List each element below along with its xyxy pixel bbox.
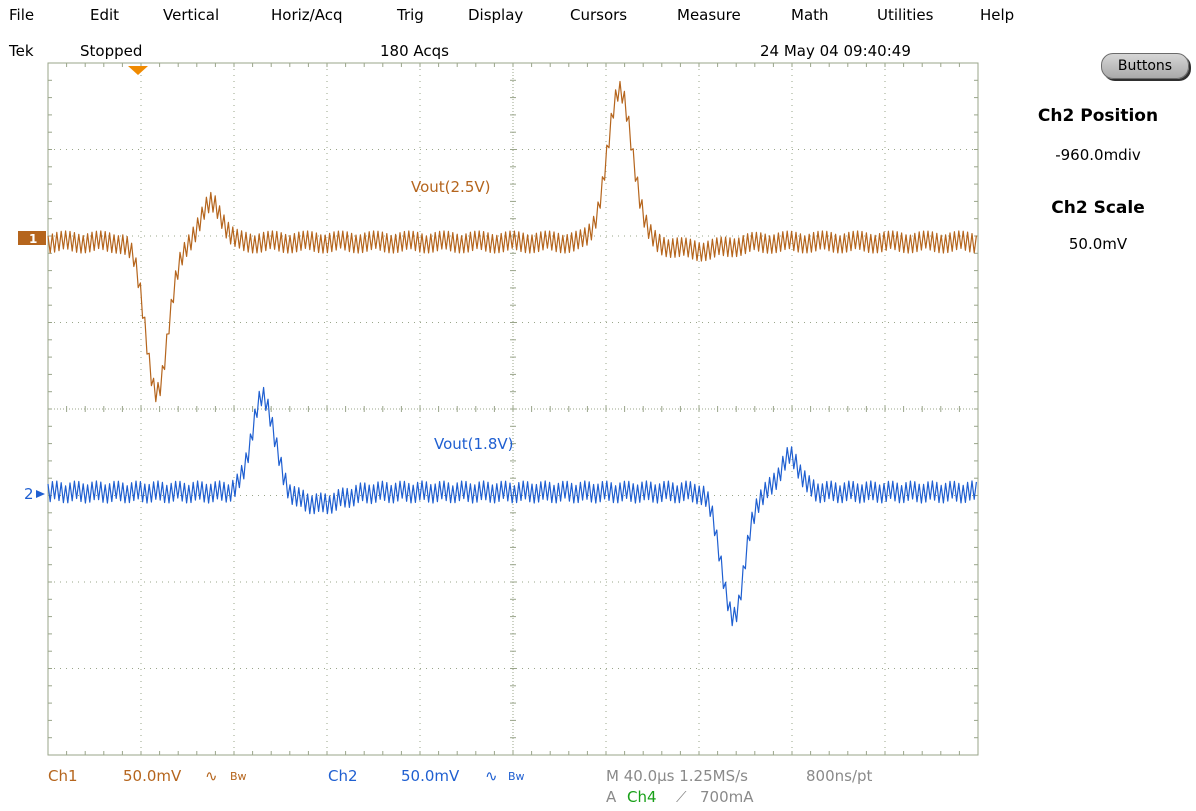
ch1-waveform [47, 80, 977, 403]
ch2-coupling-icon: ∿ [485, 767, 498, 785]
brand-label: Tek [9, 42, 34, 60]
ch2-bandwidth-limit: Bw [508, 770, 525, 783]
menu-horiz-acq[interactable]: Horiz/Acq [271, 6, 343, 24]
ch1-coupling-icon: ∿ [205, 767, 218, 785]
ch2-marker-label: 2 [24, 485, 34, 503]
ch1-scale-readout[interactable]: 50.0mV [123, 767, 182, 785]
menu-utilities[interactable]: Utilities [877, 6, 934, 24]
graticule [47, 62, 979, 756]
ch2-position-value[interactable]: -960.0mdiv [1055, 146, 1141, 164]
horizontal-readout[interactable]: M 40.0µs 1.25MS/s [606, 767, 748, 785]
trigger-level[interactable]: 700mA [700, 788, 754, 806]
ch2-scale-value[interactable]: 50.0mV [1068, 235, 1128, 253]
trigger-prefix: A [606, 788, 617, 806]
ch1-readout-name[interactable]: Ch1 [48, 767, 78, 785]
ch1-ground-marker[interactable]: 1 [18, 231, 46, 246]
menu-measure[interactable]: Measure [677, 6, 741, 24]
ch2-scale-readout[interactable]: 50.0mV [401, 767, 460, 785]
ch1-bandwidth-limit: Bw [230, 770, 247, 783]
menu-bar: File Edit Vertical Horiz/Acq Trig Displa… [0, 0, 1196, 30]
menu-help[interactable]: Help [980, 6, 1015, 24]
ch2-scale-title: Ch2 Scale [1051, 198, 1145, 218]
buttons-toggle[interactable]: Buttons [1101, 53, 1189, 79]
ch2-trace-label: Vout(1.8V) [434, 435, 513, 453]
menu-file[interactable]: File [9, 6, 35, 24]
menu-vertical[interactable]: Vertical [163, 6, 220, 24]
menu-display[interactable]: Display [468, 6, 524, 24]
ch1-trace-label: Vout(2.5V) [411, 178, 490, 196]
ch2-readout-name[interactable]: Ch2 [328, 767, 358, 785]
menu-cursors[interactable]: Cursors [570, 6, 628, 24]
trigger-slope-icon: ⟋ [676, 788, 687, 806]
menu-edit[interactable]: Edit [90, 6, 120, 24]
date-time: 24 May 04 09:40:49 [760, 42, 911, 60]
trigger-position-marker[interactable] [128, 66, 148, 75]
resolution-readout: 800ns/pt [806, 767, 873, 785]
ch2-ground-marker[interactable]: 2 [24, 485, 45, 503]
acquisition-count: 180 Acqs [380, 42, 449, 60]
ch2-position-title: Ch2 Position [1037, 106, 1159, 126]
run-state: Stopped [80, 42, 143, 60]
ch2-waveform [47, 386, 977, 627]
trigger-source[interactable]: Ch4 [627, 788, 657, 806]
menu-trig[interactable]: Trig [397, 6, 424, 24]
ch1-marker-label: 1 [29, 232, 37, 246]
menu-math[interactable]: Math [791, 6, 829, 24]
